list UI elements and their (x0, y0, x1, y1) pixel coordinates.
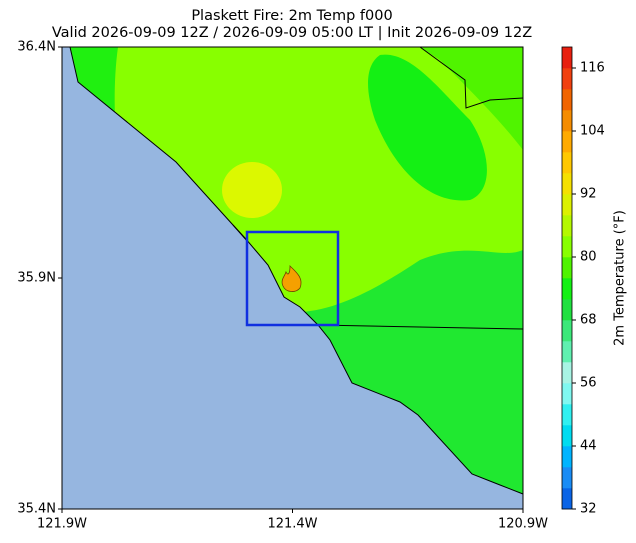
warm-zone (368, 54, 487, 201)
colorbar-tick-label: 116 (580, 61, 605, 76)
colorbar-band (562, 194, 572, 216)
x-tick-label: 120.9W (498, 517, 548, 532)
colorbar-band (562, 467, 572, 489)
colorbar-band (562, 257, 572, 279)
colorbar-band (562, 152, 572, 174)
colorbar-band (562, 215, 572, 237)
colorbar-band (562, 362, 572, 384)
colorbar-tick-label: 32 (580, 502, 597, 517)
fire-icon (281, 265, 302, 292)
colorbar-band (562, 110, 572, 132)
colorbar-band (562, 68, 572, 90)
colorbar-tick-label: 104 (580, 124, 605, 139)
colorbar-band (562, 404, 572, 426)
cool-zone (222, 162, 282, 218)
colorbar-tick-label: 56 (580, 376, 597, 391)
colorbar-band (562, 278, 572, 300)
colorbar-band (562, 47, 572, 69)
warm-zone (420, 47, 523, 150)
colorbar-band (562, 299, 572, 321)
county-border (232, 46, 524, 330)
colorbar-frame (561, 46, 573, 510)
colorbar-band (562, 425, 572, 447)
y-tick-label: 35.9N (17, 271, 56, 286)
map-title: Plaskett Fire: 2m Temp f000 (191, 8, 392, 24)
colorbar-tick-label: 92 (580, 187, 597, 202)
colorbar-tick-label: 44 (580, 439, 597, 454)
y-tick-label: 36.4N (17, 40, 56, 55)
colorbar-band (562, 236, 572, 258)
colorbar-label: 2m Temperature (°F) (613, 210, 628, 346)
y-tick-label: 35.4N (17, 502, 56, 517)
map-area (61, 46, 524, 510)
colorbar-tick-label: 68 (580, 313, 597, 328)
fire-box (245, 230, 340, 327)
colorbar-band (562, 320, 572, 342)
colorbar-band (562, 89, 572, 111)
colorbar-band (562, 488, 572, 510)
map-subtitle: Valid 2026-09-09 12Z / 2026-09-09 05:00 … (52, 25, 532, 41)
colorbar: 32 44 56 68 80 92 104 116 (561, 46, 605, 517)
colorbar-tick-label: 80 (580, 250, 597, 265)
colorbar-band (562, 131, 572, 153)
colorbar-band (562, 446, 572, 468)
x-tick-label: 121.9W (37, 517, 87, 532)
colorbar-band (562, 341, 572, 363)
x-tick-label: 121.4W (267, 517, 317, 532)
ocean (61, 46, 524, 510)
colorbar-band (562, 383, 572, 405)
colorbar-band (562, 173, 572, 195)
